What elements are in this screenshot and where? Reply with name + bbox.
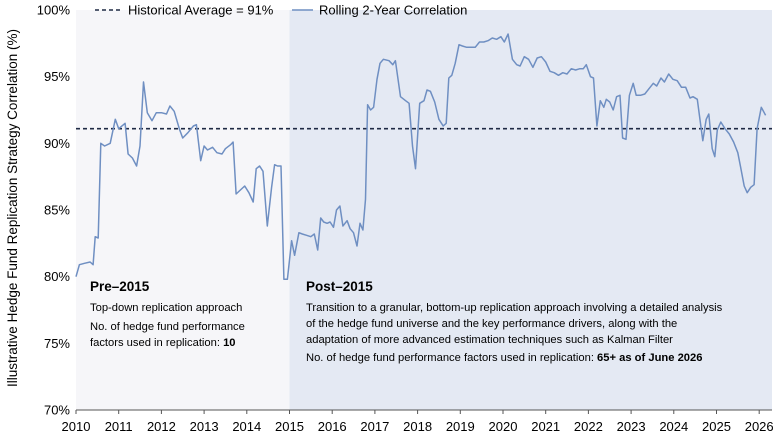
x-tick-label: 2012 xyxy=(147,419,176,434)
x-tick-labels: 2010 2011 2012 2013 2014 2015 2016 2017 2018 2019… xyxy=(62,419,774,434)
x-tick-label: 2024 xyxy=(659,419,688,434)
legend-average-label: Historical Average = 91% xyxy=(128,3,274,18)
legend-series-label: Rolling 2-Year Correlation xyxy=(319,3,467,18)
annotation-heading: Pre–2015 xyxy=(90,279,150,294)
annotation-line: adaptation of more advanced estimation t… xyxy=(306,334,673,346)
x-tick-label: 2019 xyxy=(446,419,475,434)
x-tick-label: 2020 xyxy=(489,419,518,434)
annotation-emphasis: 65+ as of June 2026 xyxy=(597,352,702,364)
y-tick-label: 75% xyxy=(44,336,70,351)
y-tick-labels: 70% 75% 80% 85% 90% 95% 100% xyxy=(37,3,71,418)
x-tick-label: 2014 xyxy=(232,419,261,434)
annotation-heading: Post–2015 xyxy=(306,279,373,294)
annotations: Pre–2015 Top-down replication approach No.… xyxy=(90,279,723,364)
legend: Historical Average = 91% Rolling 2-Year C… xyxy=(95,3,467,18)
x-tick-label: 2015 xyxy=(275,419,304,434)
annotation-emphasis: 10 xyxy=(223,337,235,349)
annotation-line: factors used in replication: 10 xyxy=(90,337,236,349)
shaded-regions xyxy=(76,10,772,410)
y-tick-label: 90% xyxy=(44,136,70,151)
x-tick-label: 2023 xyxy=(617,419,646,434)
x-tick-label: 2016 xyxy=(318,419,347,434)
x-tick-label: 2018 xyxy=(403,419,432,434)
y-axis-title: Illustrative Hedge Fund Replication Stra… xyxy=(5,29,20,387)
region-1 xyxy=(289,10,772,410)
annotation-line: Transition to a granular, bottom-up repl… xyxy=(306,302,723,314)
axes xyxy=(75,409,772,414)
x-tick-label: 2025 xyxy=(702,419,731,434)
series-layer xyxy=(75,33,767,281)
annotation-line: Top-down replication approach xyxy=(90,302,242,314)
annotation-line: of the hedge fund universe and the key p… xyxy=(306,318,677,330)
y-tick-label: 95% xyxy=(44,69,70,84)
x-tick-label: 2017 xyxy=(360,419,389,434)
region-0 xyxy=(76,10,290,410)
x-tick-label: 2010 xyxy=(62,419,91,434)
annotation-line: No. of hedge fund performance factors us… xyxy=(306,352,702,364)
y-tick-label: 80% xyxy=(44,269,70,284)
series-line xyxy=(75,33,767,281)
x-tick-label: 2022 xyxy=(574,419,603,434)
y-tick-label: 100% xyxy=(37,3,71,18)
annotation-line: No. of hedge fund performance xyxy=(90,321,245,333)
x-tick-label: 2011 xyxy=(105,419,133,434)
x-tick-label: 2013 xyxy=(190,419,219,434)
y-tick-label: 85% xyxy=(44,203,70,218)
x-tick-label: 2026 xyxy=(745,419,774,434)
x-tick-label: 2021 xyxy=(531,419,560,434)
y-tick-label: 70% xyxy=(44,403,70,418)
